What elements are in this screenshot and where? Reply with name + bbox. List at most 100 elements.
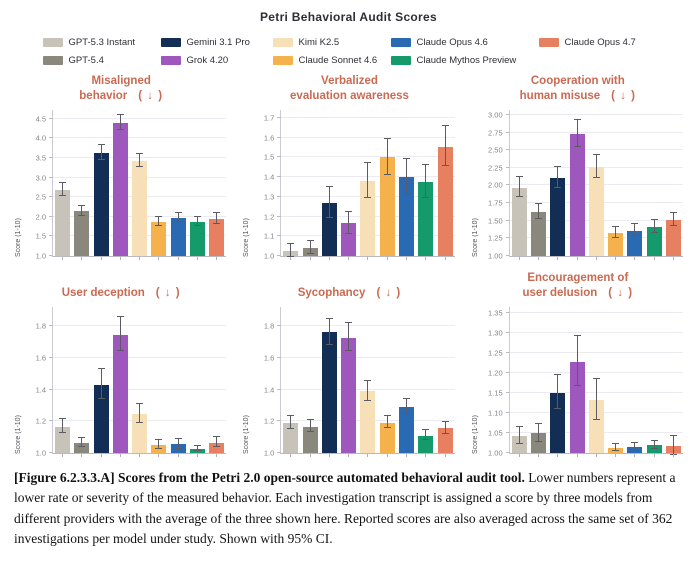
legend-item-gpt-5.3-instant: GPT-5.3 Instant xyxy=(42,37,161,48)
y-tick xyxy=(277,156,282,158)
charts-grid: Misaligned behavior( ↓ ) Score (1-10) 1.0 1.… xyxy=(0,66,697,458)
x-tick xyxy=(653,454,655,457)
y-tick xyxy=(505,452,510,453)
x-tick xyxy=(309,257,311,260)
y-tick xyxy=(277,195,282,197)
y-tick-label: 1.4 xyxy=(35,385,46,395)
legend: GPT-5.3 Instant Gemini 3.1 Pro Kimi K2.5 Cl… xyxy=(0,37,697,66)
y-tick xyxy=(505,219,510,221)
error-bar xyxy=(612,225,620,238)
y-tick-label: 1.10 xyxy=(488,408,503,418)
plot: 1.0 1.2 1.4 1.6 1.8 xyxy=(36,307,227,458)
bar-grok-4.20 xyxy=(569,133,585,256)
y-tick xyxy=(277,388,282,390)
x-tick xyxy=(290,454,292,457)
y-tick-label: 1.75 xyxy=(488,198,503,208)
y-tick-label: 1.0 xyxy=(35,251,46,261)
error-bar xyxy=(325,185,333,218)
legend-swatch-icon xyxy=(160,56,181,65)
chart-misaligned-behavior: Misaligned behavior( ↓ ) Score (1-10) 1.0 1.… xyxy=(12,70,230,261)
x-tick xyxy=(177,257,179,260)
plot-area: Score (1-10) 1.0 1.1 1.2 1.3 1.4 1.5 1.6 1.7 xyxy=(243,110,455,261)
y-tick xyxy=(277,176,282,178)
y-tick xyxy=(49,255,53,256)
error-bar xyxy=(78,204,86,216)
y-tick xyxy=(49,420,53,422)
error-bar xyxy=(345,322,353,352)
chart-title-text: Sycophancy xyxy=(297,287,366,300)
x-tick xyxy=(576,454,578,457)
error-bar xyxy=(97,368,105,400)
x-tick xyxy=(595,257,597,260)
y-tick xyxy=(277,255,282,256)
x-tick xyxy=(328,257,330,260)
y-tick xyxy=(505,255,510,256)
gridline xyxy=(53,325,227,327)
chart-verbalized-evaluation-awareness: Verbalized evaluation awareness Score (1-1… xyxy=(240,70,458,261)
y-tick xyxy=(49,117,53,119)
x-tick xyxy=(177,454,179,457)
chart-title-text: evaluation awareness xyxy=(290,90,409,103)
x-tick xyxy=(119,257,121,260)
legend-swatch-icon xyxy=(272,38,293,47)
x-tick xyxy=(100,257,102,260)
legend-label: Claude Opus 4.6 xyxy=(416,37,488,48)
bar-gpt-5.4 xyxy=(531,211,547,256)
x-tick xyxy=(557,257,559,260)
bar-claude-mythos-preview xyxy=(418,435,434,453)
bar-gemini-3.1-pro xyxy=(93,153,109,256)
error-bar xyxy=(59,181,67,196)
chart-title-text: human misuse xyxy=(519,90,601,103)
y-tick-label: 1.6 xyxy=(35,353,46,363)
x-tick xyxy=(672,454,674,457)
legend-label: Grok 4.20 xyxy=(186,55,229,66)
legend-item-kimi-k2.5: Kimi K2.5 xyxy=(272,37,391,48)
y-tick-label: 1.3 xyxy=(263,192,275,202)
y-tick-label: 1.4 xyxy=(263,172,275,182)
error-bar xyxy=(116,316,124,352)
error-bar xyxy=(155,439,163,450)
y-tick-label: 1.00 xyxy=(488,448,503,458)
chart-title-line: evaluation awareness xyxy=(290,89,409,104)
y-tick-label: 3.5 xyxy=(35,153,46,163)
y-axis-label: Score (1-10) xyxy=(471,218,479,257)
bar-gpt-5.3-instant xyxy=(55,426,71,453)
bar-grok-4.20 xyxy=(341,337,357,453)
x-tick xyxy=(425,454,427,457)
error-bar xyxy=(364,162,372,198)
bar-claude-sonnet-4.6 xyxy=(151,222,167,256)
y-tick xyxy=(49,325,53,327)
error-bar xyxy=(155,216,163,227)
gridline xyxy=(509,372,683,373)
y-tick-label: 1.6 xyxy=(263,133,275,143)
plot-area: Score (1-10) 1.00 1.25 1.50 1.75 2.00 2.25 2.50… xyxy=(472,110,683,261)
y-tick xyxy=(505,149,510,151)
y-tick-label: 1.8 xyxy=(35,321,46,331)
error-bar xyxy=(422,428,430,441)
y-tick-label: 2.5 xyxy=(35,192,46,202)
legend-item-claude-opus-4.6: Claude Opus 4.6 xyxy=(390,37,539,48)
error-bar xyxy=(535,422,543,443)
legend-label: Claude Opus 4.7 xyxy=(564,37,636,48)
error-bar xyxy=(554,165,562,188)
y-tick xyxy=(277,116,282,118)
bar-gpt-5.3-instant xyxy=(55,189,71,256)
legend-item-claude-sonnet-4.6: Claude Sonnet 4.6 xyxy=(272,55,391,66)
y-tick xyxy=(49,137,53,139)
gridline xyxy=(53,117,227,119)
x-tick xyxy=(328,454,330,457)
plot-area: Score (1-10) 1.0 1.2 1.4 1.6 1.8 xyxy=(15,307,227,458)
error-bar xyxy=(515,426,523,445)
bar-claude-opus-4.7 xyxy=(209,442,225,453)
y-tick-label: 2.50 xyxy=(488,145,503,155)
error-bar xyxy=(287,243,295,257)
chart-title-text: user delusion xyxy=(522,287,598,300)
error-bar xyxy=(193,215,201,226)
bar-gpt-5.3-instant xyxy=(511,187,527,256)
x-tick xyxy=(406,454,407,457)
x-tick xyxy=(139,257,141,260)
x-tick xyxy=(290,257,292,260)
y-tick xyxy=(505,312,510,313)
error-bar xyxy=(669,211,677,227)
legend-item-claude-opus-4.7: Claude Opus 4.7 xyxy=(538,37,655,48)
